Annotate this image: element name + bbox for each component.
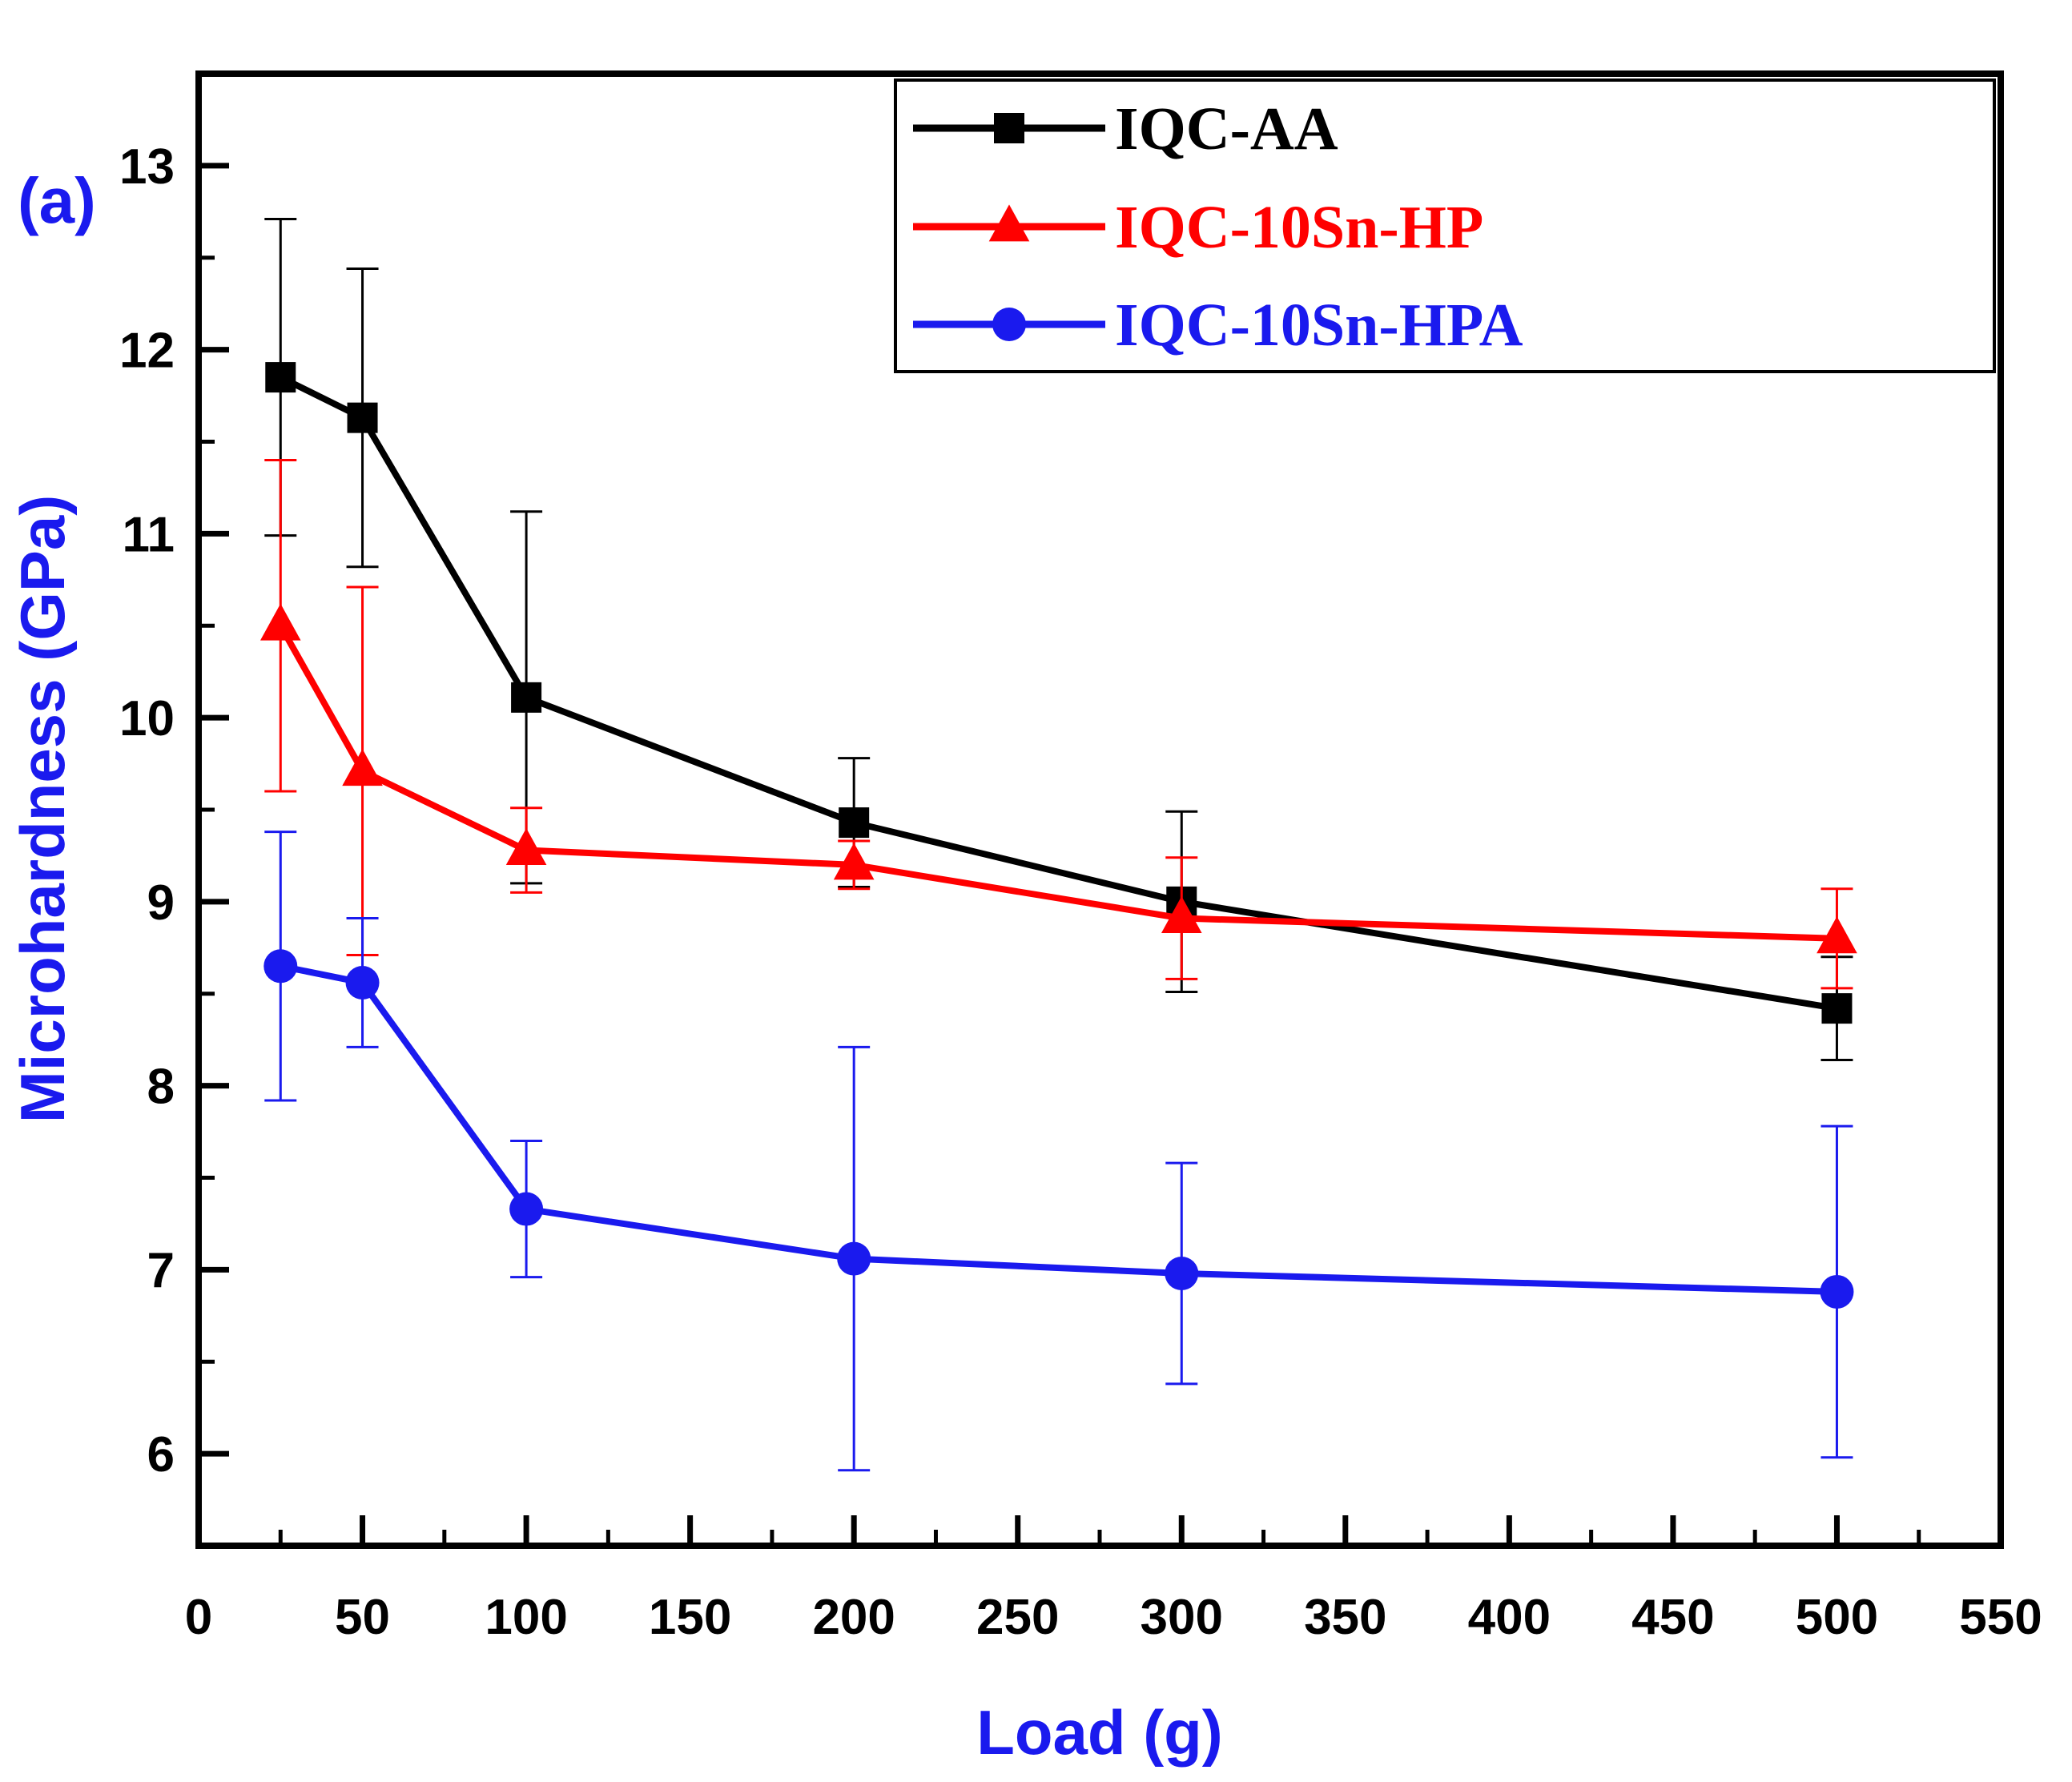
x-tick-label: 300 <box>1141 1590 1223 1645</box>
series-line <box>277 624 1837 942</box>
y-tick-label: 8 <box>147 1060 175 1115</box>
data-point <box>345 965 380 1000</box>
data-point <box>505 827 547 865</box>
data-point <box>1820 1274 1854 1309</box>
x-axis-ticks: 0 50 100 150 200 250 300 350 400 450 500 550 <box>185 1515 2042 1645</box>
legend-item: IQC-AA <box>913 95 1338 163</box>
y-tick-label: 6 <box>147 1427 175 1482</box>
data-point <box>1161 895 1202 933</box>
data-point <box>839 807 870 839</box>
legend-items: IQC-AA IQC-10Sn-HP IQC-10Sn-HPA <box>913 95 1523 359</box>
data-point <box>260 603 301 641</box>
data-point <box>509 1192 544 1226</box>
y-tick-label: 9 <box>147 875 175 931</box>
x-tick-label: 550 <box>1959 1590 2042 1645</box>
data-point <box>1817 916 1857 954</box>
data-point <box>837 1241 871 1276</box>
data-point <box>264 949 298 984</box>
data-point <box>833 843 875 880</box>
x-tick-label: 250 <box>976 1590 1059 1645</box>
legend-label: IQC-AA <box>1115 95 1338 163</box>
x-tick-label: 350 <box>1304 1590 1386 1645</box>
x-tick-label: 200 <box>812 1590 895 1645</box>
legend-label: IQC-10Sn-HPA <box>1115 292 1523 359</box>
x-tick-label: 400 <box>1468 1590 1551 1645</box>
series-line <box>280 963 1837 1295</box>
series-IQC-10Sn-HP <box>260 458 1857 990</box>
legend-marker <box>988 204 1030 242</box>
y-tick-label: 13 <box>119 139 175 195</box>
x-tick-label: 50 <box>335 1590 390 1645</box>
legend-item: IQC-10Sn-HP <box>913 194 1483 261</box>
legend-item: IQC-10Sn-HPA <box>913 292 1523 359</box>
legend: IQC-AA IQC-10Sn-HP IQC-10Sn-HPA <box>894 78 1996 373</box>
series-layer <box>260 218 1857 1472</box>
data-point <box>265 362 296 393</box>
data-point <box>511 682 542 713</box>
series-IQC-10Sn-HPA <box>264 831 1854 1472</box>
x-tick-label: 0 <box>185 1590 212 1645</box>
y-tick-label: 12 <box>119 324 175 379</box>
data-point <box>1821 993 1853 1024</box>
x-tick-label: 500 <box>1796 1590 1878 1645</box>
data-point <box>1165 1256 1199 1290</box>
y-tick-label: 11 <box>122 507 175 562</box>
data-point <box>342 749 383 786</box>
panel-label: (a) <box>18 165 96 236</box>
legend-marker <box>992 308 1026 341</box>
data-point <box>347 402 378 433</box>
x-axis-title: Load (g) <box>976 1697 1223 1768</box>
x-tick-label: 150 <box>649 1590 731 1645</box>
legend-marker <box>994 113 1024 143</box>
y-tick-label: 10 <box>119 691 175 746</box>
x-tick-label: 450 <box>1631 1590 1714 1645</box>
legend-label: IQC-10Sn-HP <box>1115 194 1483 261</box>
y-axis-title: Microhardness (GPa) <box>7 495 78 1124</box>
x-tick-label: 100 <box>485 1590 567 1645</box>
y-axis-ticks: 6 7 8 9 10 11 12 13 <box>119 139 229 1482</box>
y-tick-label: 7 <box>147 1243 175 1298</box>
